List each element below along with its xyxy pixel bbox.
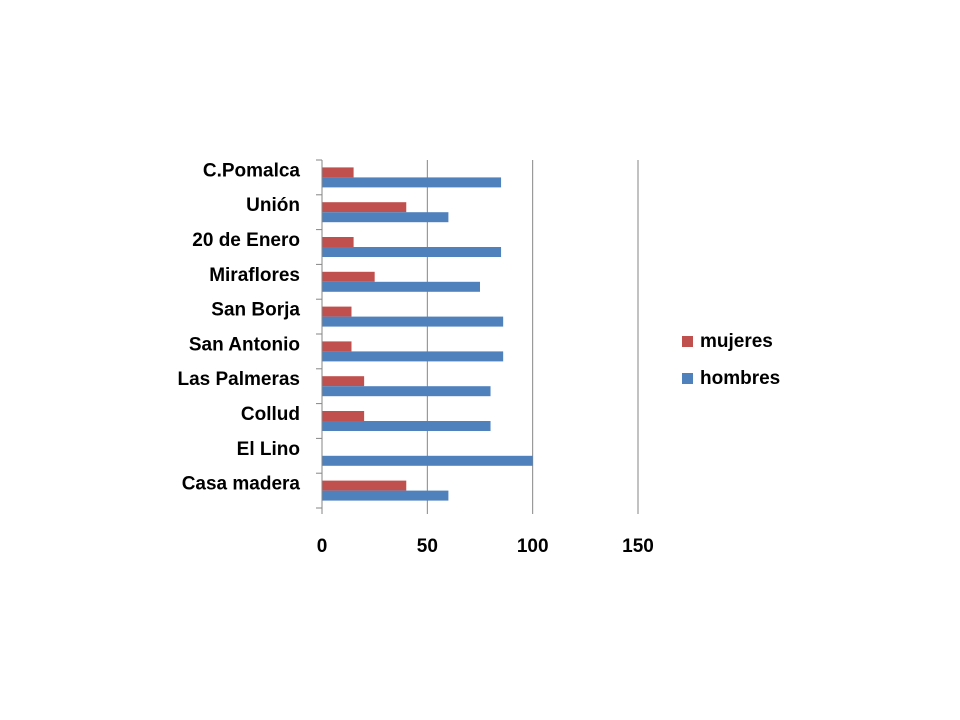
x-tick-label: 150: [622, 536, 654, 557]
bar-mujeres: [322, 202, 407, 213]
bar-mujeres: [322, 306, 352, 317]
category-label: 20 de Enero: [192, 230, 300, 251]
bar-hombres: [322, 421, 491, 431]
bar-hombres: [322, 281, 480, 292]
x-tick-labels: 0 50 100 150: [317, 536, 654, 557]
bars: [322, 167, 533, 501]
bar-hombres: [322, 177, 502, 188]
y-axis: [316, 159, 639, 514]
bar-hombres: [322, 386, 491, 397]
bar-mujeres: [322, 167, 354, 178]
legend-swatch: [682, 373, 693, 384]
legend-label: hombres: [700, 368, 780, 389]
bar-hombres: [322, 316, 504, 327]
bar-mujeres: [322, 237, 354, 247]
category-label: Miraflores: [209, 265, 300, 286]
category-label: Collud: [241, 404, 300, 425]
legend-label: mujeres: [700, 331, 773, 352]
category-label: San Borja: [211, 300, 300, 321]
category-label: Unión: [246, 195, 300, 216]
bar-mujeres: [322, 271, 375, 282]
legend-swatch: [682, 336, 693, 347]
category-label: Las Palmeras: [177, 369, 300, 390]
x-tick-label: 0: [317, 536, 328, 557]
bar-mujeres: [322, 411, 365, 421]
bar-hombres: [322, 247, 502, 257]
bar-hombres: [322, 351, 504, 362]
bar-mujeres: [322, 480, 407, 491]
category-label: Casa madera: [182, 474, 301, 495]
category-label: San Antonio: [189, 334, 300, 355]
bar-mujeres: [322, 376, 365, 387]
category-labels: C.Pomalca Unión 20 de Enero Miraflores San B…: [177, 160, 300, 494]
x-tick-label: 50: [417, 536, 438, 557]
category-label: C.Pomalca: [203, 160, 301, 181]
bar-hombres: [322, 455, 533, 466]
x-tick-label: 100: [517, 536, 549, 557]
bar-hombres: [322, 212, 449, 223]
legend: mujeres hombres: [682, 331, 780, 389]
bar-hombres: [322, 490, 449, 501]
bar-mujeres: [322, 341, 352, 352]
category-label: El Lino: [237, 439, 300, 460]
